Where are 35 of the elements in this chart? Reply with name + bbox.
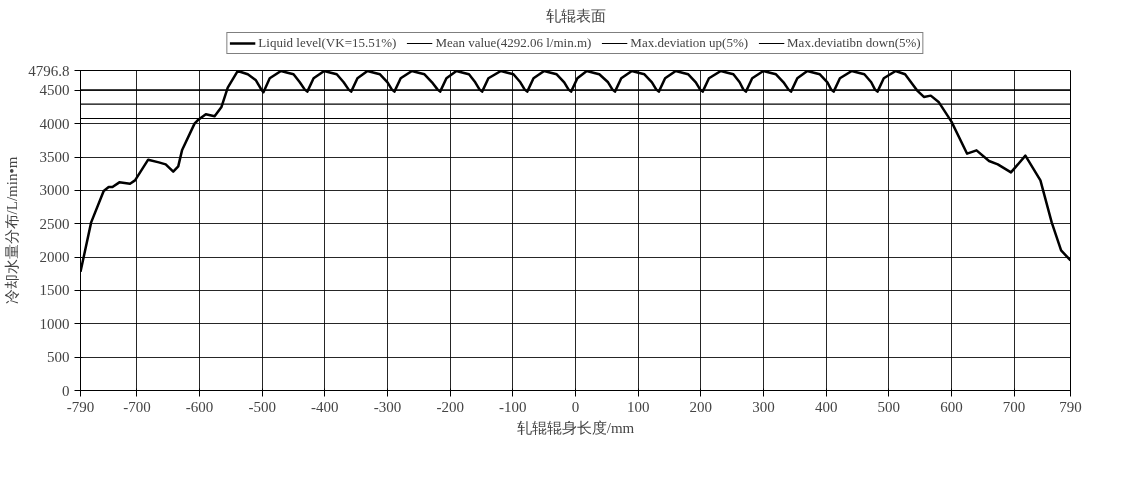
y-tick-label: 3000 — [39, 182, 70, 199]
chart-title: 轧辊表面 — [545, 7, 606, 24]
y-tick-label: 4500 — [39, 82, 70, 99]
y-tick-label: 1500 — [39, 282, 70, 299]
x-tick-label: 400 — [814, 398, 838, 415]
x-tick-label: -790 — [66, 398, 95, 415]
x-tick-label: -200 — [436, 398, 464, 415]
y-tick-label: 2000 — [39, 249, 70, 266]
x-tick-label: 300 — [752, 398, 775, 415]
legend-label: Max.deviatibn down(5%) — [787, 35, 921, 51]
legend-label: Max.deviation up(5%) — [630, 35, 749, 51]
x-tick-label: 0 — [571, 398, 580, 415]
y-tick-label: 4000 — [39, 115, 70, 132]
x-tick-label: 600 — [940, 398, 963, 415]
x-tick-label: -100 — [499, 398, 527, 415]
x-tick-label: 500 — [877, 398, 901, 415]
legend-label: Liquid level(VK=15.51%) — [258, 35, 397, 51]
x-tick-label: 200 — [689, 398, 713, 415]
x-tick-label: -300 — [373, 398, 402, 415]
x-tick-label: -500 — [248, 398, 276, 415]
x-tick-label: 700 — [1002, 398, 1026, 415]
y-tick-label: 0 — [62, 382, 70, 399]
legend-label: Mean value(4292.06 l/min.m) — [435, 35, 592, 51]
x-tick-label: -400 — [311, 398, 339, 415]
x-tick-label: 100 — [626, 398, 650, 415]
x-tick-label: -700 — [123, 398, 151, 415]
y-tick-label: 3500 — [39, 149, 70, 166]
y-tick-label: 1000 — [39, 315, 70, 332]
x-tick-label: -600 — [185, 398, 214, 415]
y-tick-label: 2500 — [39, 215, 70, 232]
x-tick-label: 790 — [1059, 398, 1082, 415]
y-tick-label: 500 — [47, 349, 70, 366]
x-axis-title: 轧辊辊身长度/mm — [516, 419, 635, 436]
y-tick-label: 4796.8 — [28, 62, 70, 79]
y-axis-title: 冷却水量分布/L/min•m — [4, 156, 21, 305]
